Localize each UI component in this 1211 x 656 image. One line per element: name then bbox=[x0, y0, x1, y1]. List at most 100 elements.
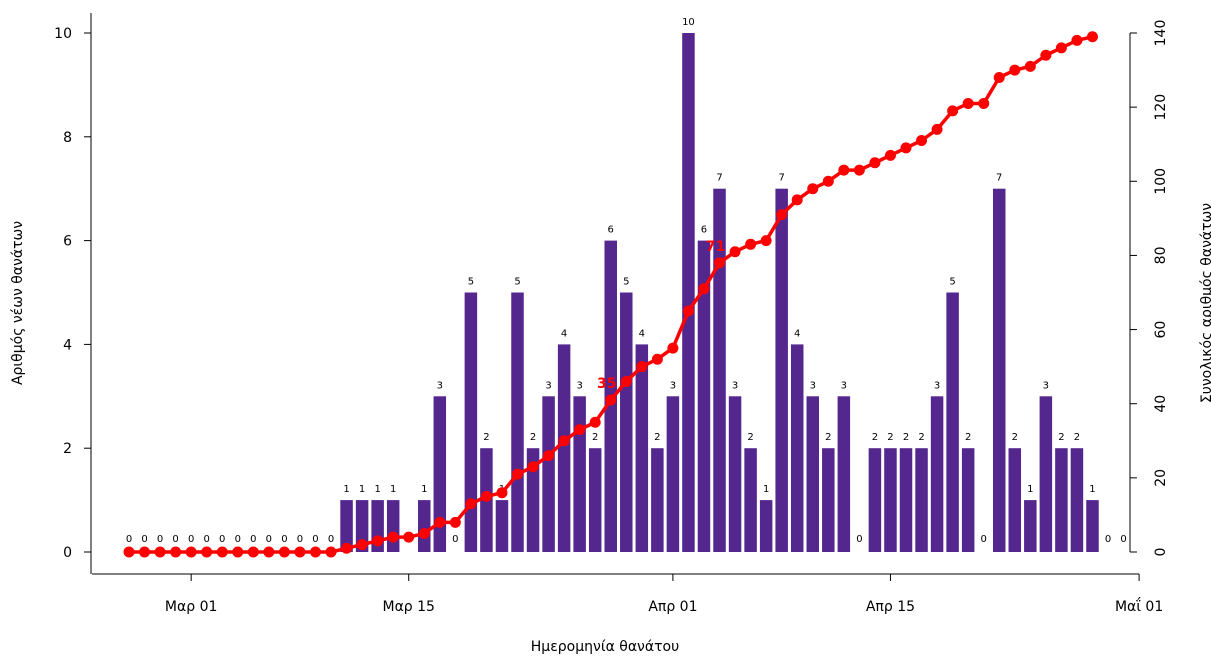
bar-value-label: 0 bbox=[281, 534, 287, 545]
bar bbox=[1055, 448, 1068, 552]
bar-value-label: 2 bbox=[872, 432, 878, 443]
bar bbox=[915, 448, 928, 552]
bar-value-label: 0 bbox=[856, 534, 862, 545]
bar-value-label: 3 bbox=[576, 380, 582, 391]
bar bbox=[635, 344, 649, 552]
cumulative-line-layer: 3571139 bbox=[123, 0, 1119, 558]
cumulative-point bbox=[185, 546, 197, 558]
cumulative-point bbox=[558, 435, 570, 447]
cumulative-point bbox=[496, 487, 508, 499]
left-y-tick-label: 4 bbox=[63, 337, 72, 353]
bar bbox=[744, 448, 757, 552]
cumulative-point bbox=[947, 105, 959, 117]
cumulative-point bbox=[978, 97, 990, 109]
bar bbox=[666, 396, 680, 552]
cumulative-point bbox=[216, 546, 228, 558]
axis-titles: Ημερομηνία θανάτου Αριθμός νέων θανάτων … bbox=[10, 203, 1211, 655]
cumulative-point bbox=[962, 97, 974, 109]
bar-value-label: 0 bbox=[328, 534, 334, 545]
axes-layer: Μαρ 01 Μαρ 15 Απρ 01 Απρ 15 Μαΐ 010246810020… bbox=[54, 13, 1169, 615]
bar-labels-layer: 0000000000000011110130521523432654231067… bbox=[126, 17, 1127, 545]
cumulative-point bbox=[651, 353, 663, 365]
left-y-tick-label: 8 bbox=[63, 130, 72, 146]
cumulative-point bbox=[1055, 42, 1067, 54]
bar bbox=[899, 448, 913, 552]
bar bbox=[728, 396, 742, 552]
cumulative-point bbox=[449, 516, 461, 528]
right-y-tick-label: 40 bbox=[1153, 395, 1169, 413]
left-y-tick-label: 6 bbox=[63, 234, 72, 250]
cumulative-point bbox=[139, 546, 151, 558]
bar-value-label: 2 bbox=[592, 432, 598, 443]
bar-value-label: 1 bbox=[343, 484, 349, 495]
bar-value-label: 3 bbox=[545, 380, 551, 391]
right-y-tick-label: 120 bbox=[1153, 94, 1169, 121]
bar-value-label: 0 bbox=[126, 534, 132, 545]
bar-value-label: 1 bbox=[421, 484, 427, 495]
cumulative-point bbox=[791, 194, 803, 206]
bar-value-label: 0 bbox=[266, 534, 272, 545]
bar-value-label: 0 bbox=[981, 534, 987, 545]
cumulative-point bbox=[714, 257, 726, 269]
cumulative-point bbox=[605, 394, 617, 406]
bar bbox=[1008, 448, 1022, 552]
x-tick-label: Απρ 01 bbox=[648, 599, 697, 615]
cumulative-point bbox=[760, 235, 772, 247]
bar-value-label: 1 bbox=[359, 484, 365, 495]
cumulative-point bbox=[667, 342, 679, 354]
bar bbox=[1024, 500, 1037, 552]
bar bbox=[992, 188, 1006, 552]
cumulative-point bbox=[372, 535, 384, 547]
bar-value-label: 3 bbox=[670, 380, 676, 391]
cumulative-point bbox=[698, 283, 710, 295]
bar-value-label: 2 bbox=[965, 432, 971, 443]
bar bbox=[495, 500, 509, 552]
right-y-tick-label: 60 bbox=[1153, 321, 1169, 339]
bar-value-label: 4 bbox=[561, 328, 567, 339]
bar-value-label: 5 bbox=[514, 277, 520, 288]
cumulative-point bbox=[574, 424, 586, 436]
cumulative-point bbox=[853, 164, 865, 176]
bar bbox=[697, 240, 711, 552]
bar-value-label: 3 bbox=[732, 380, 738, 391]
right-y-tick-label: 80 bbox=[1153, 247, 1169, 265]
cumulative-point bbox=[1071, 34, 1083, 46]
cumulative-point bbox=[869, 157, 881, 169]
cumulative-point bbox=[745, 238, 757, 250]
left-y-tick-label: 0 bbox=[63, 545, 72, 561]
cumulative-point bbox=[154, 546, 166, 558]
cumulative-point bbox=[620, 375, 632, 387]
bar-value-label: 3 bbox=[841, 380, 847, 391]
bar-value-label: 2 bbox=[747, 432, 753, 443]
bar-value-label: 1 bbox=[390, 484, 396, 495]
cumulative-point bbox=[1009, 64, 1021, 76]
bar-value-label: 1 bbox=[1027, 484, 1033, 495]
bar-value-label: 4 bbox=[794, 328, 800, 339]
bar-value-label: 7 bbox=[778, 173, 784, 184]
bar bbox=[775, 188, 788, 552]
bar bbox=[946, 292, 959, 552]
cumulative-point bbox=[123, 546, 135, 558]
cumulative-point bbox=[636, 361, 648, 373]
bar-value-label: 2 bbox=[1074, 432, 1080, 443]
cumulative-point bbox=[822, 175, 834, 187]
bar-value-label: 0 bbox=[188, 534, 194, 545]
bar bbox=[806, 396, 820, 552]
bar-value-label: 0 bbox=[1120, 534, 1126, 545]
bar-value-label: 6 bbox=[701, 225, 707, 236]
cumulative-point bbox=[1086, 31, 1098, 43]
bar bbox=[713, 188, 726, 552]
bar-value-label: 0 bbox=[141, 534, 147, 545]
left-y-axis-title: Αριθμός νέων θανάτων bbox=[10, 221, 26, 385]
cumulative-point bbox=[232, 546, 244, 558]
bar bbox=[588, 448, 602, 552]
cumulative-point bbox=[682, 305, 694, 317]
bar bbox=[790, 344, 804, 552]
bar bbox=[573, 396, 586, 552]
right-y-tick-label: 20 bbox=[1153, 469, 1169, 487]
cumulative-point bbox=[434, 516, 446, 528]
bar bbox=[511, 292, 524, 552]
cumulative-point bbox=[309, 546, 321, 558]
left-y-tick-label: 2 bbox=[63, 441, 72, 457]
cumulative-point bbox=[776, 209, 788, 221]
